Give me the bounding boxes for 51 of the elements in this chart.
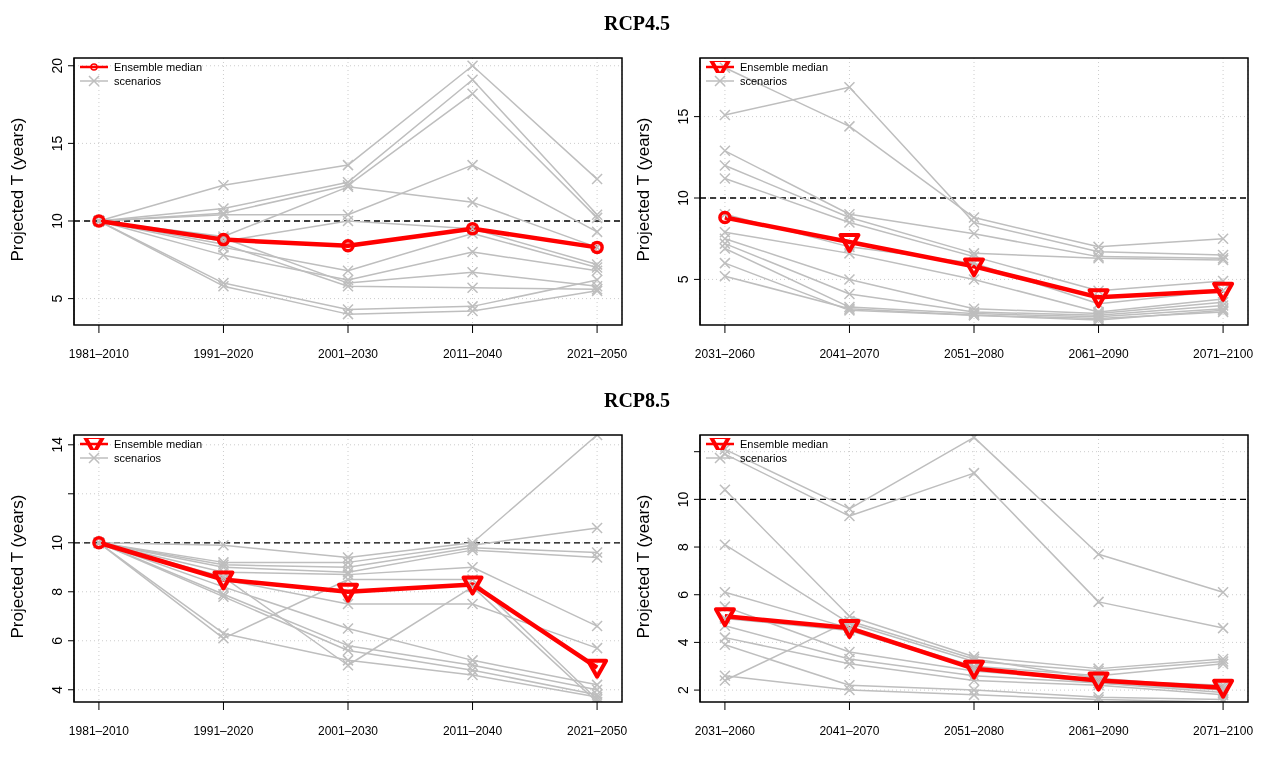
legend-label: Ensemble median <box>114 437 203 451</box>
legend-label: scenarios <box>740 74 788 88</box>
x-tick-label: 2061–2090 <box>1068 723 1129 738</box>
y-tick-label: 5 <box>675 275 691 284</box>
x-tick-label: 2041–2070 <box>819 346 880 361</box>
y-axis-title: Projected T (years) <box>634 494 654 639</box>
legend-label: scenarios <box>114 451 162 465</box>
legend-label: Ensemble median <box>114 60 203 74</box>
x-tick-label: 2001–2030 <box>317 346 379 361</box>
x-tick-label: 2021–2050 <box>567 346 628 361</box>
y-tick-label: 5 <box>49 294 65 303</box>
y-tick-label: 6 <box>675 590 691 599</box>
legend-label: Ensemble median <box>740 437 829 451</box>
legend-label: scenarios <box>740 451 788 465</box>
x-tick-label: 2071–2100 <box>1193 346 1254 361</box>
x-tick-label: 2001–2030 <box>317 723 379 738</box>
x-tick-label: 1981–2010 <box>68 346 130 361</box>
y-tick-label: 4 <box>49 685 65 694</box>
y-axis-title: Projected T (years) <box>8 494 28 639</box>
y-tick-label: 2 <box>675 685 691 694</box>
legend-label: Ensemble median <box>740 60 829 74</box>
x-tick-label: 1981–2010 <box>68 723 130 738</box>
x-tick-label: 2031–2060 <box>694 723 756 738</box>
y-tick-label: 8 <box>675 542 691 551</box>
x-tick-label: 2011–2040 <box>442 723 503 738</box>
x-tick-label: 2031–2060 <box>694 346 756 361</box>
y-tick-label: 10 <box>675 190 691 206</box>
x-tick-label: 1991–2020 <box>193 723 254 738</box>
y-tick-label: 15 <box>675 108 691 125</box>
y-tick-label: 15 <box>49 135 65 152</box>
chart-title: RCP8.5 <box>602 388 672 413</box>
y-tick-label: 4 <box>675 638 691 647</box>
x-tick-label: 1991–2020 <box>193 346 254 361</box>
y-axis-title: Projected T (years) <box>634 117 654 262</box>
y-tick-label: 14 <box>49 436 65 453</box>
y-axis-title: Projected T (years) <box>8 117 28 262</box>
y-tick-label: 10 <box>49 534 65 551</box>
x-tick-label: 2071–2100 <box>1193 723 1254 738</box>
x-tick-label: 2041–2070 <box>819 723 880 738</box>
y-tick-label: 8 <box>49 587 65 596</box>
x-tick-label: 2061–2090 <box>1068 346 1129 361</box>
legend-label: scenarios <box>114 74 162 88</box>
x-tick-label: 2011–2040 <box>442 346 503 361</box>
x-tick-label: 2021–2050 <box>567 723 628 738</box>
x-tick-label: 2051–2080 <box>943 723 1005 738</box>
y-tick-label: 6 <box>49 636 65 645</box>
chart-title: RCP4.5 <box>602 11 672 36</box>
y-tick-label: 10 <box>675 491 691 508</box>
x-tick-label: 2051–2080 <box>943 346 1005 361</box>
y-tick-label: 10 <box>49 213 65 229</box>
y-tick-label: 20 <box>49 57 65 74</box>
